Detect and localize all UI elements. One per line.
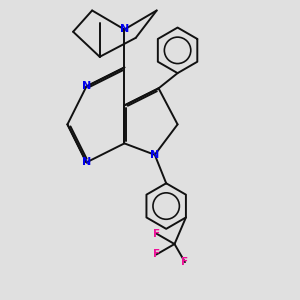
Text: N: N xyxy=(120,25,129,34)
Text: F: F xyxy=(182,257,188,267)
Text: N: N xyxy=(82,158,91,167)
Text: N: N xyxy=(82,81,91,92)
Text: N: N xyxy=(150,150,159,160)
Text: F: F xyxy=(153,229,160,238)
Text: F: F xyxy=(153,250,160,260)
